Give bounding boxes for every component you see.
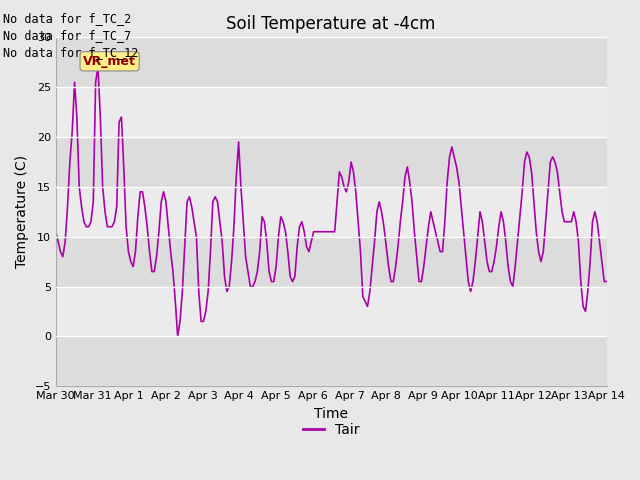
X-axis label: Time: Time [314,407,348,420]
Title: Soil Temperature at -4cm: Soil Temperature at -4cm [227,15,436,33]
Bar [56,187,607,237]
Bar [56,37,607,87]
Text: VR_met: VR_met [83,55,136,68]
Bar [56,137,607,187]
Text: No data for f_TC_12: No data for f_TC_12 [3,46,139,59]
Text: No data for f_TC_7: No data for f_TC_7 [3,29,131,42]
Y-axis label: Temperature (C): Temperature (C) [15,155,29,268]
Text: No data for f_TC_2: No data for f_TC_2 [3,12,131,25]
Bar [56,287,607,336]
Legend: Tair: Tair [298,417,365,442]
Bar [56,237,607,287]
Bar [56,87,607,137]
Bar [56,336,607,386]
